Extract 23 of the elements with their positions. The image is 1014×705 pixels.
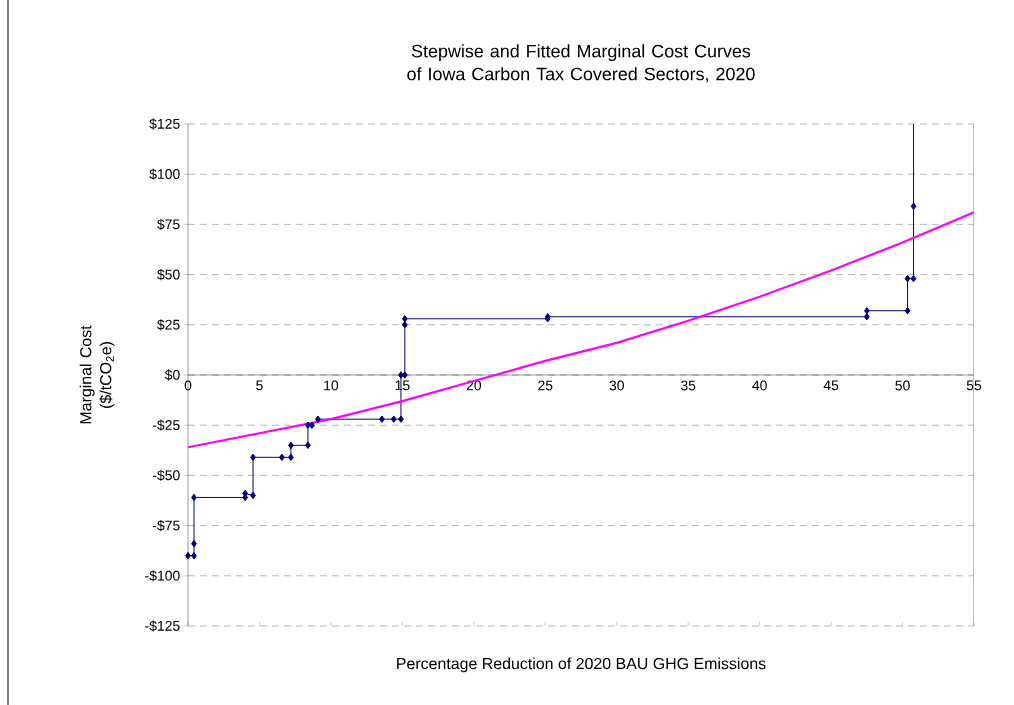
x-tick-label: 30 <box>609 380 624 391</box>
y-tick-label: -$100 <box>145 570 180 582</box>
x-tick-label: 0 <box>184 380 192 391</box>
x-tick-label: 50 <box>895 380 910 391</box>
x-axis-title: Percentage Reduction of 2020 BAU GHG Emissions <box>397 657 766 673</box>
x-tick-label: 35 <box>680 380 696 391</box>
y-tick-label: $100 <box>149 168 180 180</box>
x-tick-label: 25 <box>538 380 553 391</box>
chart-title: Stepwise and Fitted Marginal Cost Curves of Iowa Carbon Tax Covered Sectors, 2020 <box>407 44 755 83</box>
y-tick-label: -$125 <box>145 620 180 632</box>
x-tick-label: 5 <box>256 380 263 391</box>
x-tick-label: 10 <box>324 380 339 391</box>
x-tick-label: 40 <box>752 380 767 391</box>
x-tick-label: 45 <box>823 380 839 391</box>
y-tick-label: $75 <box>157 218 180 231</box>
x-tick-label: 55 <box>966 380 982 391</box>
y-tick-label: $25 <box>157 319 180 331</box>
y-tick-label: -$50 <box>152 469 180 482</box>
y-tick-label: -$75 <box>152 519 180 532</box>
y-tick-label: -$25 <box>152 419 180 431</box>
y-tick-label: $125 <box>149 118 180 130</box>
y-tick-label: $0 <box>164 369 180 381</box>
y-tick-label: $50 <box>157 268 180 281</box>
